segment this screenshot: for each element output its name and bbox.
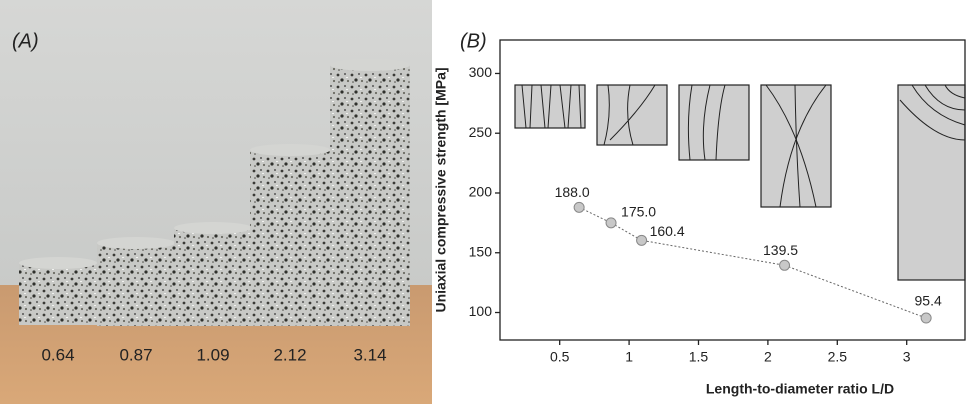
- x-tick-label: 0.5: [550, 349, 570, 365]
- specimen: [250, 144, 330, 326]
- specimen: [330, 59, 410, 326]
- data-point: [605, 217, 617, 229]
- panel-label: (B): [460, 30, 487, 52]
- y-tick-label: 250: [469, 124, 493, 140]
- y-tick-label: 200: [469, 184, 493, 200]
- data-point: [573, 201, 585, 213]
- data-label: 95.4: [915, 293, 942, 309]
- x-tick-label: 2: [764, 349, 772, 365]
- y-tick-label: 100: [469, 303, 493, 319]
- data-line: [578, 206, 927, 319]
- photo: (A) 0.64 0.87 1.09 2.12 3.14: [0, 0, 432, 404]
- x-tick-label: 2.5: [828, 349, 848, 365]
- x-axis-title: Length-to-diameter ratio L/D: [706, 381, 894, 397]
- specimen-label: 3.14: [353, 345, 386, 364]
- fracture-insets: [514, 84, 966, 281]
- y-tick-label: 150: [469, 243, 493, 259]
- specimen-label: 0.87: [119, 345, 152, 364]
- specimen-label: 0.64: [41, 345, 74, 364]
- x-tick-label: 3: [903, 349, 911, 365]
- specimen-label: 1.09: [196, 345, 229, 364]
- specimen-label: 2.12: [273, 345, 306, 364]
- specimen: [174, 222, 252, 326]
- data-point: [920, 312, 932, 324]
- data-label: 160.4: [650, 223, 685, 239]
- y-tick-label: 300: [469, 64, 493, 80]
- data-label: 139.5: [763, 242, 798, 258]
- x-tick-label: 1.5: [689, 349, 709, 365]
- data-label: 175.0: [621, 204, 656, 220]
- data-point: [636, 234, 648, 246]
- plot-frame: [499, 39, 966, 341]
- specimen: [19, 257, 97, 325]
- y-axis-title: Uniaxial compressive strength [MPa]: [433, 67, 449, 312]
- specimen: [97, 237, 175, 326]
- x-tick-label: 1: [625, 349, 633, 365]
- panel-label: (A): [12, 30, 39, 52]
- data-point: [779, 259, 791, 271]
- data-label: 188.0: [555, 184, 590, 200]
